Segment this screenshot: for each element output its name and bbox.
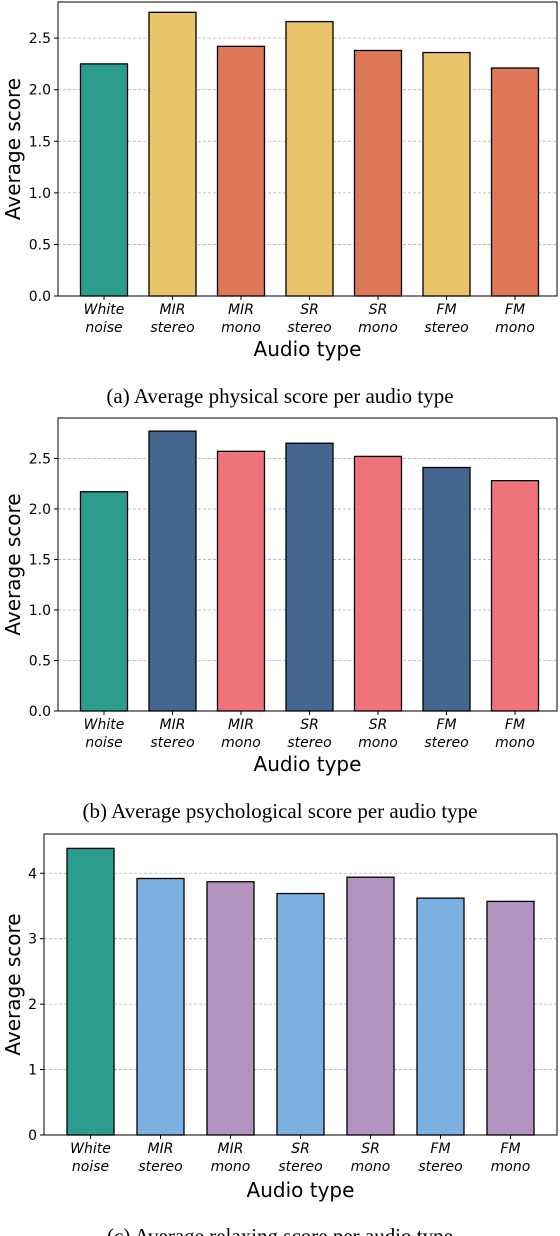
x-tick-label: stereo <box>287 320 331 336</box>
y-tick-label: 0.0 <box>29 704 51 720</box>
x-tick-label: White <box>70 1141 111 1157</box>
y-tick-label: 0.5 <box>29 653 51 669</box>
y-tick-label: 1.5 <box>29 552 51 568</box>
y-tick-label: 4 <box>28 866 37 882</box>
plot-frame <box>57 417 558 712</box>
bar <box>206 881 255 1136</box>
bar <box>216 45 266 297</box>
x-tick-label: stereo <box>138 1159 182 1175</box>
y-tick-label: 1.0 <box>29 186 51 202</box>
bar <box>353 455 403 712</box>
x-tick-label: noise <box>85 735 122 751</box>
bar <box>416 897 465 1136</box>
y-tick-label: 3 <box>28 932 37 948</box>
x-axis-label: Audio type <box>254 337 362 361</box>
y-tick-label: 2.5 <box>29 31 51 47</box>
bar <box>276 892 325 1136</box>
x-tick-label: SR <box>291 1141 310 1157</box>
y-tick-label: 0.0 <box>29 289 51 305</box>
x-tick-label: noise <box>72 1159 109 1175</box>
bar <box>148 430 197 712</box>
y-axis-label: Average score <box>1 913 25 1055</box>
x-tick-label: stereo <box>287 735 331 751</box>
x-tick-label: mono <box>358 735 398 751</box>
x-tick-label: stereo <box>424 320 468 336</box>
bar <box>346 876 395 1136</box>
y-tick-label: 0 <box>28 1128 37 1144</box>
y-axis-label: Average score <box>1 78 25 220</box>
x-tick-label: stereo <box>150 320 194 336</box>
x-tick-label: mono <box>221 735 261 751</box>
bar <box>79 63 129 297</box>
plot-frame <box>43 833 558 1136</box>
bar <box>490 67 540 297</box>
bar <box>490 479 540 712</box>
x-axis-label: Audio type <box>247 1178 355 1202</box>
figure-caption: (c) Average relaxing score per audio typ… <box>107 1224 453 1236</box>
x-tick-label: stereo <box>418 1159 462 1175</box>
x-tick-label: MIR <box>160 302 186 318</box>
bar <box>79 491 129 712</box>
x-tick-label: mono <box>491 1159 531 1175</box>
y-tick-label: 1.5 <box>29 134 51 150</box>
bar <box>486 900 535 1136</box>
bar <box>422 51 471 297</box>
y-tick-label: 2 <box>28 997 37 1013</box>
x-tick-label: MIR <box>218 1141 244 1157</box>
y-tick-label: 1 <box>28 1063 37 1079</box>
x-tick-label: stereo <box>424 735 468 751</box>
x-tick-label: White <box>84 302 125 318</box>
x-tick-label: SR <box>369 717 388 733</box>
bar <box>148 11 197 297</box>
y-tick-label: 2.5 <box>29 451 51 467</box>
x-tick-label: FM <box>505 302 525 318</box>
x-tick-label: mono <box>495 320 535 336</box>
y-tick-label: 2.0 <box>29 502 51 518</box>
bar <box>285 442 334 712</box>
x-tick-label: MIR <box>228 302 254 318</box>
figure-caption: (b) Average psychological score per audi… <box>83 799 478 823</box>
x-tick-label: mono <box>495 735 535 751</box>
bar <box>66 847 115 1136</box>
chart-1: 0.0 0.5 1.0 1.5 2.0 2.5 White noise MIR stereo MIR… <box>1 1 558 408</box>
bar <box>136 877 185 1136</box>
x-tick-label: FM <box>500 1141 520 1157</box>
x-tick-label: White <box>84 717 125 733</box>
x-tick-label: mono <box>211 1159 251 1175</box>
x-tick-label: MIR <box>228 717 254 733</box>
x-tick-label: mono <box>358 320 398 336</box>
x-tick-label: SR <box>300 717 319 733</box>
x-tick-label: FM <box>436 717 456 733</box>
x-axis-label: Audio type <box>254 752 362 776</box>
bar <box>285 20 334 297</box>
figure-caption: (a) Average physical score per audio typ… <box>106 384 453 408</box>
x-tick-label: mono <box>351 1159 391 1175</box>
x-tick-label: MIR <box>160 717 186 733</box>
bar <box>353 49 403 297</box>
x-tick-label: FM <box>430 1141 450 1157</box>
y-axis-label: Average score <box>1 493 25 635</box>
bar <box>422 466 471 712</box>
x-tick-label: FM <box>505 717 525 733</box>
x-tick-label: SR <box>361 1141 380 1157</box>
y-tick-label: 2.0 <box>29 83 51 99</box>
x-tick-label: MIR <box>148 1141 174 1157</box>
plot-frame <box>57 1 558 297</box>
x-tick-label: stereo <box>150 735 194 751</box>
y-tick-label: 0.5 <box>29 237 51 253</box>
chart-3: 0 1 2 3 4 White noise MIR stereo MIR mono SR stereo S… <box>1 833 558 1236</box>
x-tick-label: noise <box>85 320 122 336</box>
chart-2: 0.0 0.5 1.0 1.5 2.0 2.5 White noise MIR stereo MIR… <box>1 417 558 823</box>
x-tick-label: mono <box>221 320 261 336</box>
x-tick-label: SR <box>369 302 388 318</box>
x-tick-label: FM <box>436 302 456 318</box>
x-tick-label: SR <box>300 302 319 318</box>
x-tick-label: stereo <box>278 1159 322 1175</box>
bar <box>216 450 266 712</box>
y-tick-label: 1.0 <box>29 603 51 619</box>
